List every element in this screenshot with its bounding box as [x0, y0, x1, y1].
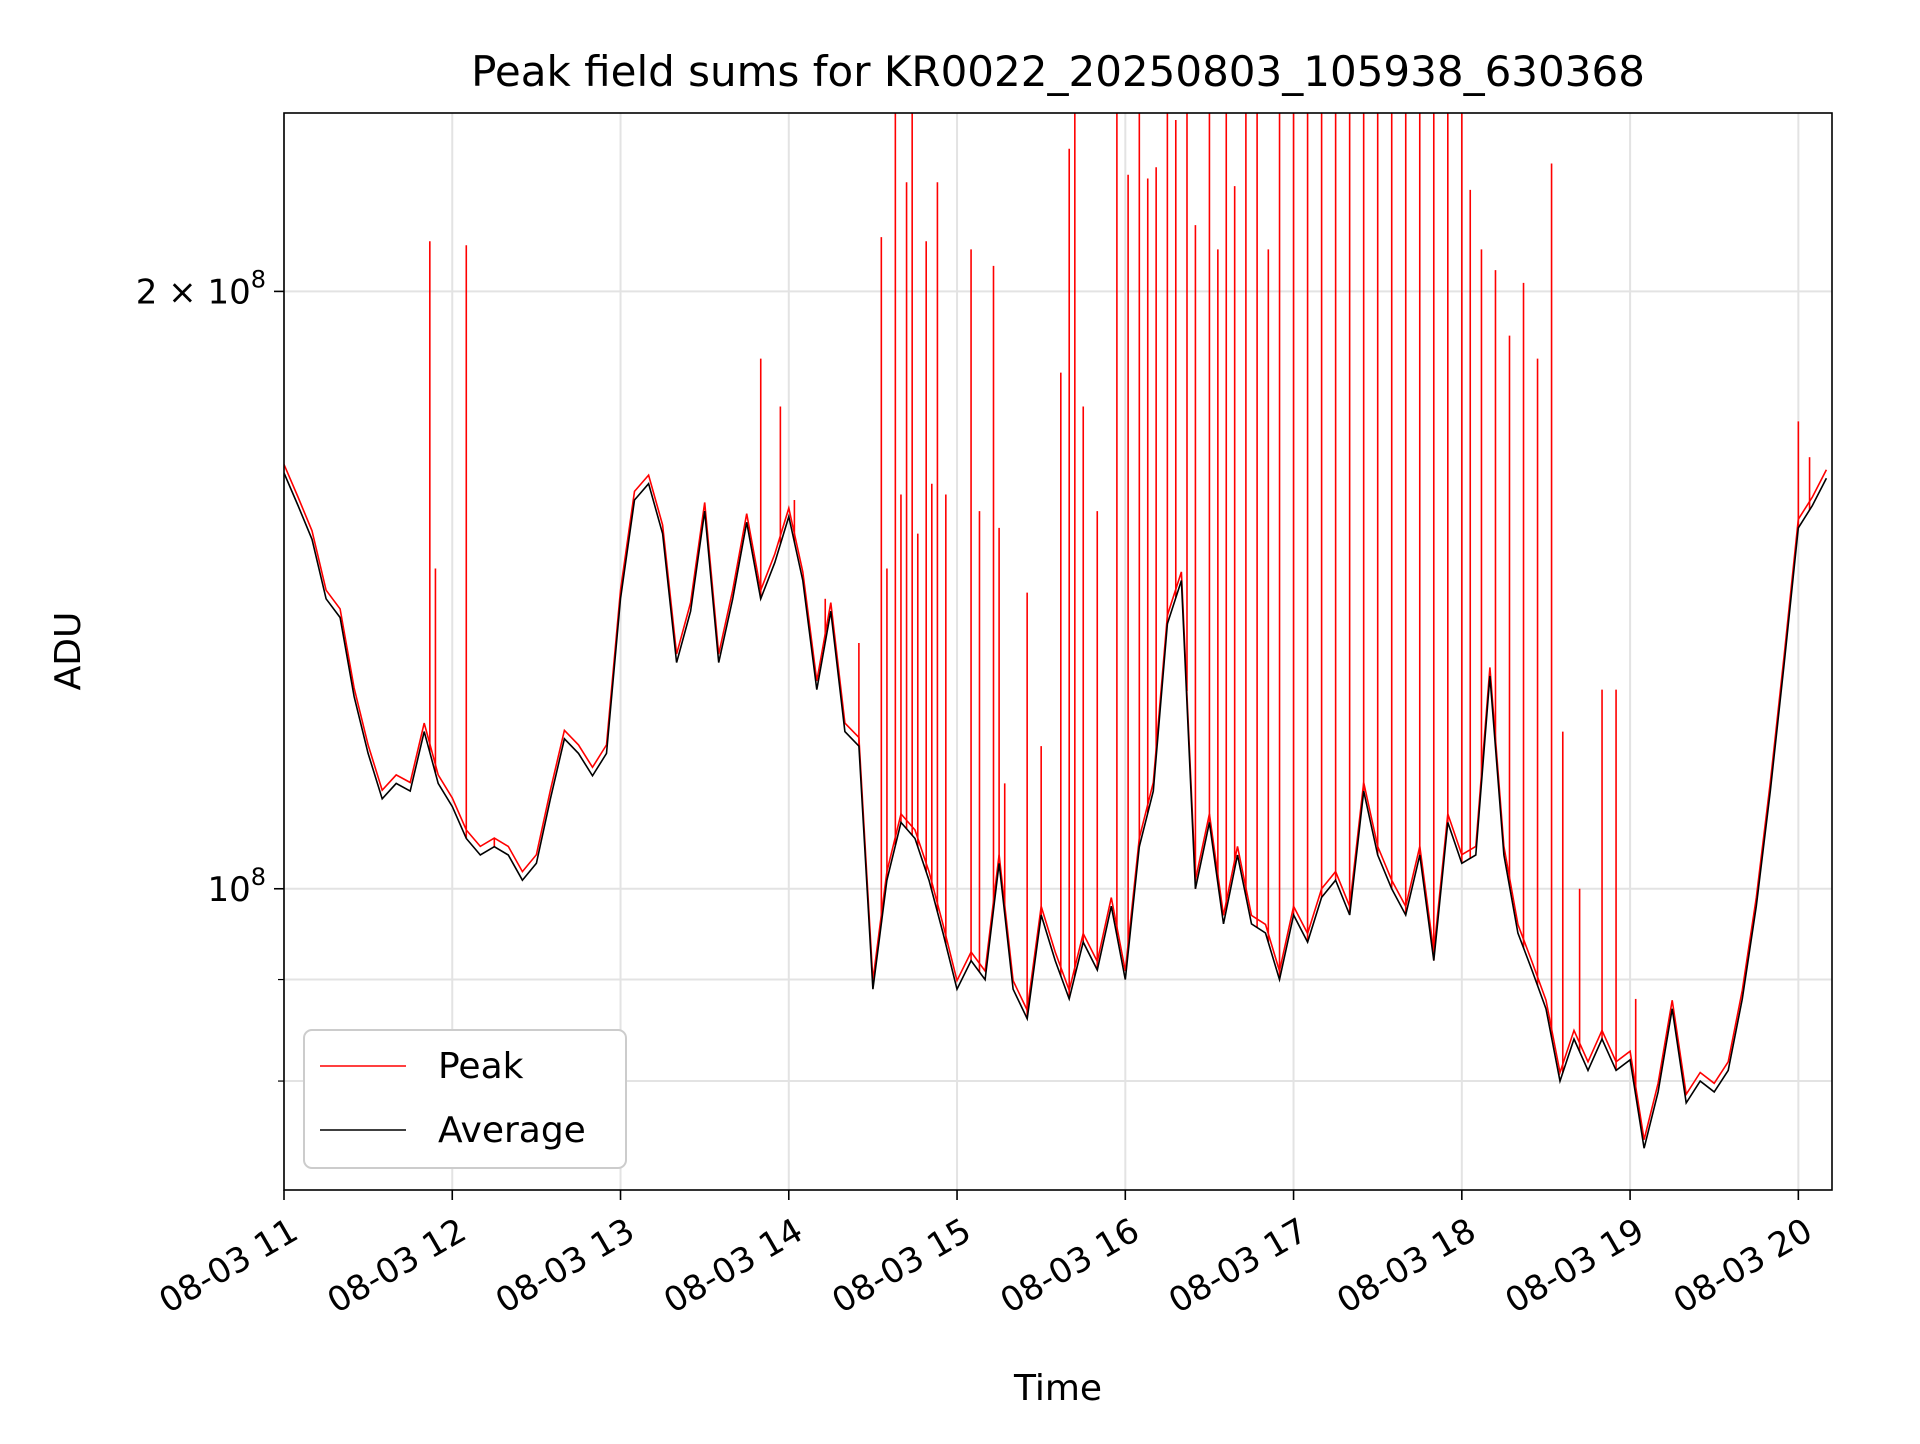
series-layer [284, 113, 1828, 1149]
legend-average-label: Average [438, 1110, 586, 1151]
legend-peak-label: Peak [438, 1046, 524, 1087]
y-tick-label: 2 × 108 [136, 265, 266, 312]
plot-frame [283, 112, 1833, 1191]
peak-series-line [284, 464, 1828, 1140]
y-tick-label: 108 [207, 863, 266, 910]
legend-box [303, 1029, 627, 1169]
average-series-line [284, 472, 1828, 1149]
y-axis-label: ADU [48, 612, 89, 691]
legend: Peak Average [303, 1029, 627, 1169]
x-axis-label: Time [1013, 1368, 1102, 1409]
chart-title: Peak field sums for KR0022_20250803_1059… [471, 47, 1645, 96]
